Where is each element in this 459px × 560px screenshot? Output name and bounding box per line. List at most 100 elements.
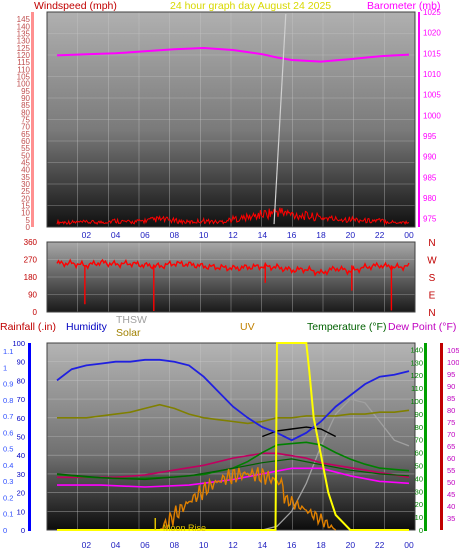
thsw-label: THSW: [116, 314, 147, 326]
panel3-ticks: 0 0.1 0.2 0.3 0.4 0.5 0.6 0.7 0.8 0.9 1 1.1 0 10 20 30 4…: [3, 339, 459, 550]
windspeed-tick-label: 100: [17, 80, 31, 89]
humidity-tick-label: 0: [21, 526, 25, 535]
x-tick-label: 20: [346, 230, 356, 240]
x-tick-label: 12: [228, 230, 238, 240]
windspeed-tick-label: 15: [21, 202, 30, 211]
humidity-tick-label: 60: [17, 414, 25, 423]
rain-tick-label: 0.3: [3, 477, 13, 486]
graph-title: 24 hour graph day August 24 2025: [170, 0, 331, 12]
temperature-label: Temperature (°F): [307, 321, 386, 333]
rain-tick-label: 0.2: [3, 493, 13, 502]
humidity-tick-label: 100: [12, 339, 25, 348]
humidity-tick-label: 10: [17, 507, 25, 516]
rain-tick-label: 0.9: [3, 380, 13, 389]
dewpoint-tick-label: 70: [447, 430, 455, 439]
x-tick-label: 00: [404, 230, 414, 240]
rain-tick-label: 1.1: [3, 347, 13, 356]
x-tick-label: 14: [258, 230, 268, 240]
direction-tick-label: 270: [24, 256, 38, 265]
dewpoint-tick-label: 45: [447, 490, 455, 499]
dewpoint-tick-label: 85: [447, 394, 455, 403]
humidity-line: [56, 358, 410, 442]
dewpoint-tick-label: 90: [447, 382, 455, 391]
humidity-tick-label: 30: [17, 470, 25, 479]
windspeed-label: Windspeed (mph): [34, 0, 117, 12]
barometer-tick-label: 975: [423, 215, 437, 224]
direction-tick-label: 180: [24, 273, 38, 282]
windspeed-tick-label: 55: [21, 144, 30, 153]
humidity-tick-label: 20: [17, 489, 25, 498]
windspeed-tick-label: 145: [17, 15, 31, 24]
temperature-tick-label: 100: [410, 397, 423, 406]
x-tick-label: 14: [258, 540, 268, 550]
rain-tick-label: 0.5: [3, 445, 13, 454]
temperature-tick-label: 80: [415, 423, 423, 432]
uv-line: [57, 342, 409, 531]
panel2-grid: [47, 242, 415, 312]
windspeed-tick-label: 75: [21, 116, 30, 125]
direction-tick-label: 360: [24, 238, 38, 247]
x-tick-label: 06: [140, 230, 150, 240]
panel2-series: [56, 258, 410, 312]
windspeed-tick-label: 10: [21, 209, 30, 218]
barometer-label: Barometer (mb): [367, 0, 441, 12]
humidity-tick-label: 80: [17, 376, 25, 385]
compass-label: N: [428, 308, 435, 319]
x-tick-label: 10: [199, 230, 209, 240]
moon-rise-label: Moon Rise: [163, 523, 206, 533]
windspeed-tick-label: 70: [21, 123, 30, 132]
windspeed-tick-label: 130: [17, 37, 31, 46]
barometer-tick-label: 1010: [423, 70, 441, 79]
humidity-label: Humidity: [66, 321, 108, 333]
barometer-line: [56, 46, 410, 63]
x-tick-label: 08: [170, 540, 180, 550]
windspeed-tick-label: 110: [17, 65, 30, 74]
windspeed-tick-label: 105: [17, 73, 31, 82]
temperature-axis-bar: [424, 343, 427, 531]
panel1-ticks: 0510152025303540455055606570758085909510…: [17, 8, 442, 240]
x-tick-label: 12: [228, 540, 238, 550]
windspeed-tick-label: 80: [21, 108, 30, 117]
rain-tick-label: 0.6: [3, 428, 13, 437]
windspeed-tick-label: 140: [17, 22, 31, 31]
temperature-tick-label: 30: [415, 487, 423, 496]
temperature-tick-label: 130: [410, 358, 423, 367]
windspeed-tick-label: 85: [21, 101, 30, 110]
x-tick-label: 16: [287, 230, 297, 240]
x-tick-label: 18: [316, 540, 326, 550]
temperature-tick-label: 140: [410, 345, 423, 354]
panel3-grid: [47, 343, 415, 530]
rain-tick-label: 0.8: [3, 396, 13, 405]
windspeed-tick-label: 5: [26, 216, 31, 225]
humidity-tick-label: 90: [17, 358, 25, 367]
humidity-tick-label: 50: [17, 433, 25, 442]
windspeed-tick-label: 40: [21, 166, 30, 175]
panel1-grid: [47, 12, 415, 227]
temperature-tick-label: 20: [415, 500, 423, 509]
windspeed-tick-label: 25: [21, 187, 30, 196]
temperature-tick-label: 50: [415, 462, 423, 471]
windspeed-tick-label: 30: [21, 180, 30, 189]
x-tick-label: 10: [199, 540, 209, 550]
wind-direction-line: [56, 258, 410, 277]
barometer-tick-label: 1025: [423, 8, 441, 17]
dewpoint-tick-label: 50: [447, 478, 455, 487]
rain-tick-label: 0: [3, 526, 7, 535]
solar-label: Solar: [116, 327, 141, 339]
windspeed-tick-label: 95: [21, 87, 30, 96]
dewpoint-tick-label: 95: [447, 370, 455, 379]
humidity-axis-bar: [28, 343, 31, 531]
temperature-tick-label: 40: [415, 474, 423, 483]
wind-chill-line: [56, 458, 410, 481]
temperature-tick-label: 90: [415, 410, 423, 419]
dewpoint-axis-bar: [440, 343, 443, 530]
temperature-tick-label: 70: [415, 436, 423, 445]
panel3-series: [56, 342, 410, 531]
windspeed-tick-label: 120: [17, 51, 31, 60]
solar-radiation-line: [159, 467, 337, 531]
windspeed-tick-label: 60: [21, 137, 30, 146]
dewpoint-tick-label: 55: [447, 466, 455, 475]
dewpoint-tick-label: 60: [447, 454, 455, 463]
